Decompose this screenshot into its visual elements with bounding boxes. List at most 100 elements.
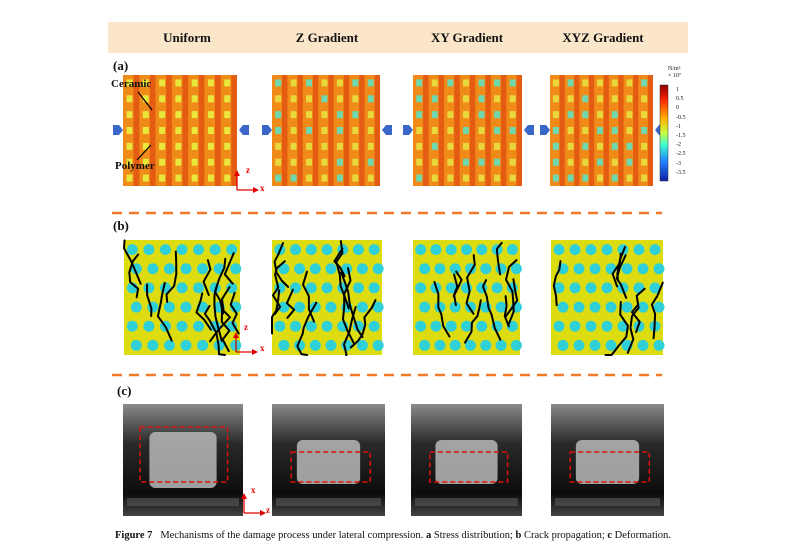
polymer-cell	[367, 95, 374, 103]
ceramic-particle	[589, 301, 601, 313]
polymer-cell	[126, 95, 133, 103]
polymer-cell	[224, 95, 231, 103]
polymer-cell	[447, 174, 454, 182]
ceramic-particle	[476, 244, 488, 256]
colorbar-tick-label: 0.5	[676, 96, 684, 103]
crack-path	[128, 253, 140, 299]
ceramic-particle	[589, 263, 601, 275]
ceramic-particle	[445, 244, 457, 256]
polymer-cell	[175, 111, 182, 119]
axis-label-z-b: z	[244, 322, 248, 332]
ceramic-particle	[653, 301, 665, 313]
ceramic-particle	[368, 244, 380, 256]
polymer-cell	[321, 111, 328, 119]
polymer-cell	[478, 95, 485, 103]
polymer-cell	[142, 158, 149, 166]
polymer-cell	[290, 79, 297, 87]
ceramic-particle	[589, 339, 601, 351]
compression-arrow-right	[262, 125, 272, 135]
stress-stripe	[297, 75, 303, 186]
stress-stripe	[374, 75, 380, 186]
polymer-cell	[447, 142, 454, 150]
polymer-cell	[321, 158, 328, 166]
polymer-cell	[582, 142, 589, 150]
caption-key-b: b	[515, 530, 522, 541]
ceramic-particle	[480, 263, 492, 275]
stress-stripe	[282, 75, 288, 186]
polymer-cell	[611, 79, 618, 87]
ceramic-particle	[321, 244, 333, 256]
polymer-cell	[416, 174, 423, 182]
polymer-cell	[567, 158, 574, 166]
ceramic-particle	[294, 301, 306, 313]
polymer-cell	[352, 79, 359, 87]
polymer-cell	[207, 158, 214, 166]
polymer-cell	[431, 95, 438, 103]
ceramic-particle	[143, 282, 155, 294]
ceramic-particle	[445, 282, 457, 294]
polymer-cell	[626, 127, 633, 134]
stress-stripe	[198, 75, 205, 186]
polymer-cell	[509, 158, 516, 166]
ceramic-particle	[352, 244, 364, 256]
crack-path	[285, 288, 296, 319]
crack-path	[616, 246, 626, 282]
polymer-cell	[191, 142, 198, 150]
polymer-cell	[447, 127, 454, 134]
ceramic-particle	[649, 282, 661, 294]
polymer-cell	[175, 95, 182, 103]
polymer-cell	[275, 127, 282, 134]
polymer-cell	[582, 111, 589, 119]
polymer-cell	[126, 142, 133, 150]
ceramic-particle	[143, 244, 155, 256]
polymer-cell	[336, 142, 343, 150]
polymer-cell	[462, 95, 469, 103]
polymer-cell	[494, 174, 501, 182]
polymer-cell	[641, 79, 648, 87]
column-header-uniform: Uniform	[163, 30, 211, 45]
ceramic-particle	[419, 339, 431, 351]
ceramic-particle	[637, 301, 649, 313]
polymer-cell	[306, 79, 313, 87]
ceramic-particle	[553, 282, 565, 294]
axis-label-x-c: x	[251, 485, 256, 495]
stress-stripe	[454, 75, 460, 186]
polymer-cell	[321, 79, 328, 87]
polymer-cell	[142, 142, 149, 150]
polymer-label: Polymer	[115, 160, 155, 172]
crack-path	[223, 252, 235, 285]
ceramic-particle	[197, 339, 209, 351]
specimen-body	[149, 432, 217, 488]
deformation-box	[139, 426, 229, 483]
ceramic-particle	[305, 282, 317, 294]
polymer-cell	[175, 142, 182, 150]
polymer-cell	[159, 95, 166, 103]
polymer-cell	[207, 79, 214, 87]
caption-text: Mechanisms of the damage process under l…	[160, 530, 424, 541]
polymer-cell	[159, 111, 166, 119]
deformation-box	[429, 451, 509, 483]
ceramic-particle	[601, 244, 613, 256]
polymer-cell	[447, 95, 454, 103]
ceramic-particle	[356, 339, 368, 351]
stress-stripe	[500, 75, 507, 186]
ceramic-particle	[419, 263, 431, 275]
colorbar-scale: × 10⁷	[668, 73, 681, 79]
polymer-cell	[207, 142, 214, 150]
axis-label-z-a: z	[246, 165, 250, 175]
polymer-cell	[207, 95, 214, 103]
polymer-cell	[191, 111, 198, 119]
ceramic-particle	[434, 263, 446, 275]
polymer-cell	[367, 142, 374, 150]
polymer-cell	[567, 174, 574, 182]
polymer-cell	[567, 111, 574, 119]
stress-stripe	[133, 75, 140, 186]
ceramic-label: Ceramic	[111, 78, 152, 90]
column-header-z-gradient: Z Gradient	[295, 30, 359, 45]
polymer-cell	[641, 158, 648, 166]
ceramic-particle	[143, 320, 155, 332]
crack-path	[631, 304, 641, 334]
ceramic-particle	[278, 339, 290, 351]
polymer-cell	[275, 111, 282, 119]
